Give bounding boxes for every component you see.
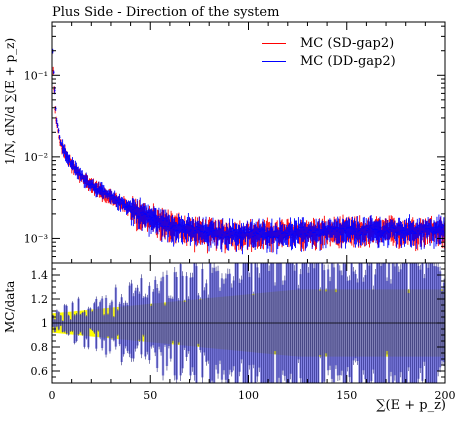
y-axis-label-top: 1/N, dN/d ∑(E + p_z) [3,37,17,165]
xtick-label: 50 [143,389,157,402]
xtick-label: 200 [435,389,456,402]
series-dd [52,48,445,255]
legend: MC (SD-gap2) MC (DD-gap2) [262,34,396,70]
ratio-ytick-label: 1.2 [31,293,49,306]
top-ytick-label: 10⁻¹ [24,69,48,82]
main-panel [52,48,445,255]
ratio-panel [52,263,445,383]
chart-title: Plus Side - Direction of the system [52,5,280,20]
x-axis-label: ∑(E + p_z) [376,398,446,413]
xtick-label: 100 [238,389,259,402]
xtick-label: 0 [49,389,56,402]
ratio-ytick-label: 1 [41,317,48,330]
legend-label-sd: MC (SD-gap2) [300,35,395,51]
legend-label-dd: MC (DD-gap2) [300,53,396,69]
top-ytick-label: 10⁻³ [24,232,48,245]
legend-swatch-sd [262,42,286,44]
xtick-label: 150 [336,389,357,402]
axes: 10⁻³ 10⁻² 10⁻¹ 0.6 0.8 1 1.2 1.4 0 50 100 150 200 [24,21,456,402]
ratio-ytick-label: 0.6 [31,365,49,378]
ratio-ytick-label: 1.4 [31,269,49,282]
ratio-ytick-label: 0.8 [31,341,49,354]
y-axis-label-ratio: MC/data [3,280,17,333]
top-ytick-label: 10⁻² [24,151,48,164]
legend-item-dd: MC (DD-gap2) [262,52,396,70]
legend-item-sd: MC (SD-gap2) [262,34,396,52]
legend-swatch-dd [262,60,286,62]
